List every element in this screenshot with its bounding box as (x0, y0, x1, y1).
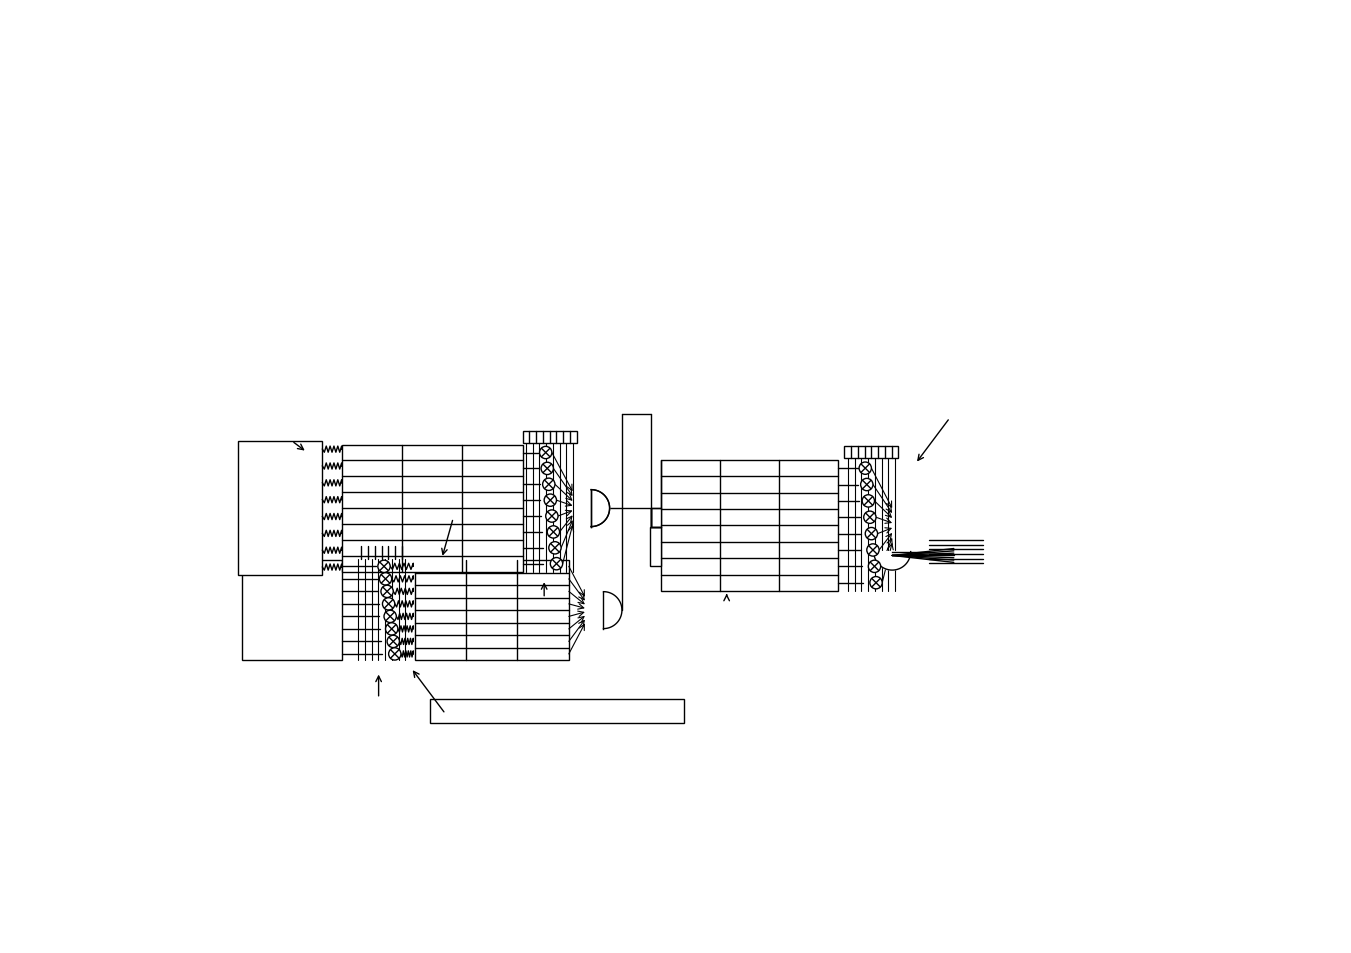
Polygon shape (604, 592, 621, 629)
Circle shape (384, 611, 396, 623)
Circle shape (862, 496, 874, 508)
Circle shape (380, 573, 392, 585)
Bar (355, 547, 408, 559)
Bar (342, 445, 523, 572)
Circle shape (542, 463, 554, 475)
Polygon shape (592, 490, 609, 527)
Circle shape (869, 560, 881, 573)
Bar (651, 509, 661, 527)
Bar (650, 527, 661, 567)
Bar (661, 460, 839, 591)
Bar (844, 447, 898, 459)
Circle shape (382, 598, 394, 610)
Bar (430, 699, 685, 723)
Circle shape (867, 544, 880, 557)
Circle shape (870, 577, 882, 589)
Circle shape (388, 636, 400, 648)
Circle shape (863, 512, 875, 524)
Circle shape (547, 526, 559, 538)
Circle shape (550, 558, 562, 570)
Circle shape (861, 478, 873, 491)
Circle shape (385, 623, 397, 636)
Polygon shape (874, 552, 911, 571)
Bar (415, 560, 569, 660)
Circle shape (381, 585, 393, 598)
Circle shape (549, 542, 561, 555)
Circle shape (544, 495, 557, 507)
Bar (238, 441, 323, 576)
Circle shape (389, 648, 401, 660)
Circle shape (859, 462, 871, 475)
Circle shape (539, 447, 551, 459)
Circle shape (543, 478, 555, 491)
Polygon shape (592, 490, 609, 527)
Circle shape (378, 560, 390, 573)
Bar (242, 560, 342, 660)
Bar (523, 432, 577, 443)
Circle shape (865, 528, 878, 540)
Circle shape (546, 511, 558, 522)
